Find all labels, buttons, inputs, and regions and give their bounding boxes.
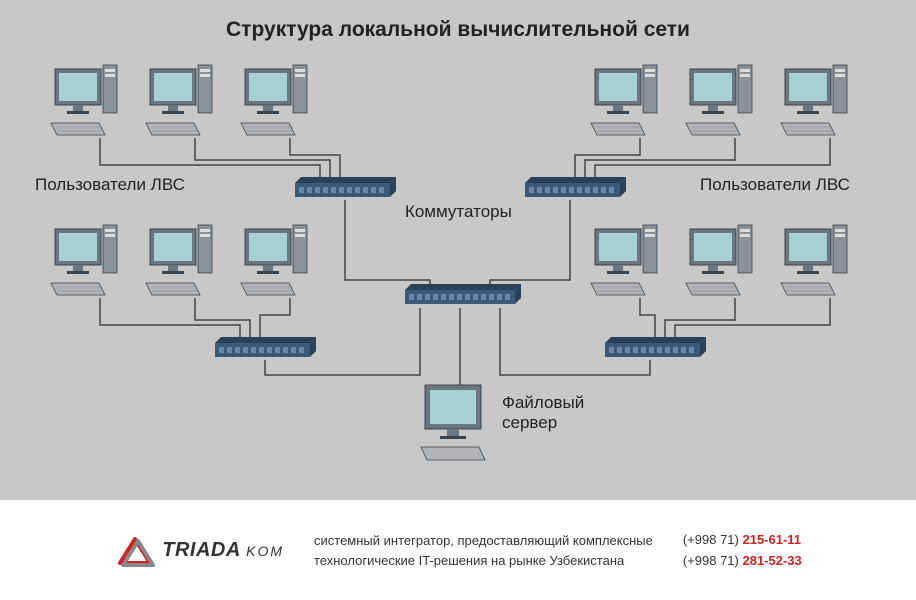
- footer-desc-line2: технологические IT-решения на рынке Узбе…: [314, 551, 653, 571]
- workstation-icon: [781, 65, 847, 135]
- label-users-right: Пользователи ЛВС: [700, 175, 850, 195]
- footer-phones: (+998 71) 215-61-11 (+998 71) 281-52-33: [683, 530, 802, 572]
- network-diagram: Структура локальной вычислительной сети …: [0, 0, 916, 500]
- workstation-icon: [241, 225, 307, 295]
- switch-icon: [605, 337, 706, 357]
- label-server-2: сервер: [502, 413, 557, 433]
- logo-suffix: KOM: [246, 543, 284, 559]
- switch-icon: [295, 177, 396, 197]
- label-switches: Коммутаторы: [405, 202, 512, 222]
- switch-icon: [405, 284, 521, 304]
- workstation-icon: [686, 225, 752, 295]
- workstation-icon: [241, 65, 307, 135]
- phone-2: (+998 71) 281-52-33: [683, 551, 802, 572]
- logo-triangle-icon: [114, 533, 156, 569]
- phone-1: (+998 71) 215-61-11: [683, 530, 802, 551]
- workstation-icon: [51, 225, 117, 295]
- logo-brand: TRIADA: [162, 539, 240, 561]
- workstation-icon: [51, 65, 117, 135]
- footer: TRIADA KOM системный интегратор, предост…: [0, 500, 916, 592]
- workstation-icon: [781, 225, 847, 295]
- workstation-icon: [686, 65, 752, 135]
- workstation-icon: [146, 225, 212, 295]
- footer-description: системный интегратор, предоставляющий ко…: [314, 531, 653, 570]
- diagram-svg: [0, 0, 916, 500]
- workstation-icon: [146, 65, 212, 135]
- switch-icon: [525, 177, 626, 197]
- server-icon: [421, 385, 485, 460]
- workstation-icon: [591, 225, 657, 295]
- footer-desc-line1: системный интегратор, предоставляющий ко…: [314, 531, 653, 551]
- switch-icon: [215, 337, 316, 357]
- brand-logo: TRIADA KOM: [114, 533, 284, 569]
- label-users-left: Пользователи ЛВС: [35, 175, 185, 195]
- label-server-1: Файловый: [502, 393, 584, 413]
- workstation-icon: [591, 65, 657, 135]
- logo-brand-text: TRIADA KOM: [162, 539, 284, 562]
